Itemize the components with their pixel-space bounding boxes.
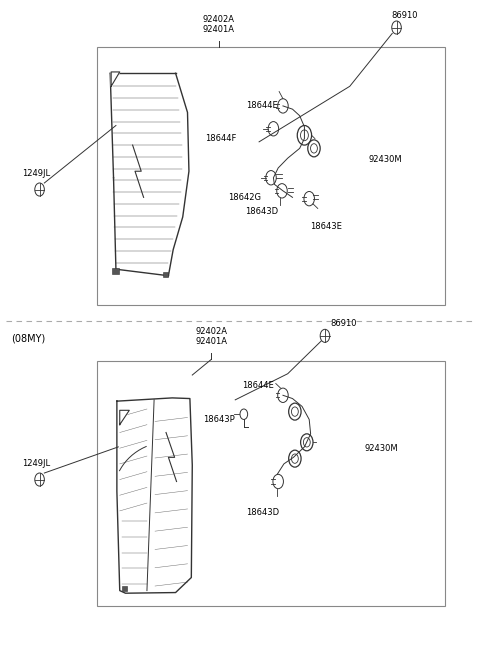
Text: 18644F: 18644F bbox=[205, 134, 237, 143]
Text: 92401A: 92401A bbox=[203, 25, 235, 34]
Bar bbox=[97, 361, 445, 605]
Text: 18643D: 18643D bbox=[246, 508, 279, 517]
Text: 86910: 86910 bbox=[391, 10, 418, 20]
Text: 1249JL: 1249JL bbox=[22, 169, 50, 178]
Polygon shape bbox=[120, 410, 129, 424]
Text: 18642G: 18642G bbox=[228, 193, 261, 202]
Text: 18643D: 18643D bbox=[245, 207, 278, 216]
Text: 92402A: 92402A bbox=[203, 15, 235, 24]
Text: 92430M: 92430M bbox=[369, 155, 402, 164]
Text: 86910: 86910 bbox=[331, 319, 357, 328]
Bar bbox=[163, 272, 168, 277]
Text: 92401A: 92401A bbox=[195, 337, 228, 346]
Text: 92430M: 92430M bbox=[364, 444, 398, 453]
Text: 18643P: 18643P bbox=[203, 415, 234, 424]
Text: 92402A: 92402A bbox=[195, 327, 228, 336]
Polygon shape bbox=[111, 72, 120, 87]
Bar bbox=[121, 586, 127, 591]
Bar bbox=[112, 268, 119, 274]
Text: 18643E: 18643E bbox=[310, 222, 342, 232]
Text: 1249JL: 1249JL bbox=[22, 459, 50, 468]
Text: (08MY): (08MY) bbox=[11, 333, 45, 343]
Bar bbox=[97, 47, 445, 305]
Text: 18644E: 18644E bbox=[242, 381, 274, 390]
Text: 18644E: 18644E bbox=[246, 102, 277, 110]
